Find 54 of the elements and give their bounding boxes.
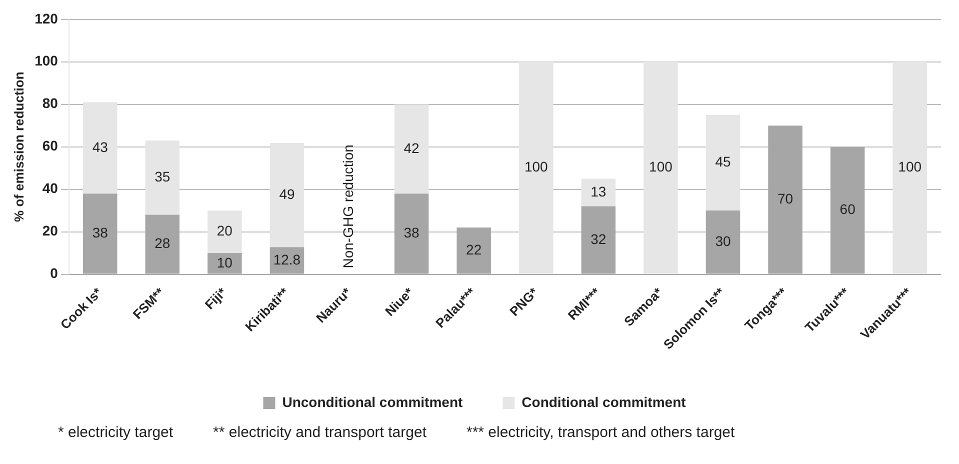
data-label: 32: [590, 230, 606, 247]
data-label: 30: [715, 233, 731, 250]
y-tick-label: 80: [42, 95, 58, 112]
y-axis-title: % of emission reduction: [11, 72, 26, 222]
y-tick-label: 60: [42, 138, 58, 154]
data-label: 28: [154, 235, 170, 252]
bar: [145, 214, 180, 274]
bar: [145, 140, 180, 215]
data-label: 12.8: [273, 251, 301, 268]
y-tick-label: 20: [42, 222, 58, 239]
text: * electricity target: [58, 424, 174, 441]
data-label: 100: [649, 158, 673, 175]
data-label: 100: [524, 158, 548, 175]
bar: [270, 143, 304, 248]
data-label: 100: [898, 158, 922, 175]
text: *** electricity, transport and others target: [466, 424, 735, 441]
data-label: 45: [715, 154, 731, 170]
data-label: 49: [279, 186, 295, 202]
bar: [830, 146, 865, 274]
bar: [706, 210, 740, 274]
legend-label: Unconditional commitment: [282, 394, 464, 410]
annotation: Non-GHG reduction: [340, 144, 356, 268]
x-tick-label: Fiji*: [202, 284, 230, 312]
bar: [892, 62, 927, 274]
bar: [768, 126, 802, 274]
data-label: 22: [466, 242, 482, 258]
data-label: 38: [92, 224, 108, 241]
data-label: 10: [216, 254, 233, 270]
data-label: 20: [216, 222, 233, 239]
bar: [208, 253, 242, 274]
bar: [394, 104, 429, 194]
bar: [518, 62, 554, 274]
data-label: 13: [590, 183, 606, 200]
data-label: 60: [840, 201, 856, 218]
bar: [456, 228, 491, 274]
y-tick-label: 0: [50, 265, 58, 282]
data-label: 43: [92, 138, 108, 155]
bar: [208, 210, 242, 254]
y-tick-label: 40: [42, 180, 58, 196]
legend-label: Conditional commitment: [522, 394, 686, 410]
bar: [644, 62, 678, 274]
bar: [706, 114, 740, 211]
bar: [581, 178, 616, 206]
data-label: 42: [404, 140, 420, 156]
data-label: 35: [154, 168, 170, 184]
data-label: 70: [777, 190, 794, 207]
data-label: 38: [404, 224, 420, 241]
bar: [82, 102, 118, 194]
bar: [394, 194, 429, 274]
text: ** electricity and transport target: [213, 424, 426, 441]
y-tick-label: 120: [34, 10, 58, 26]
bar: [581, 206, 616, 274]
y-tick-label: 100: [34, 52, 58, 69]
bar: [82, 194, 118, 274]
